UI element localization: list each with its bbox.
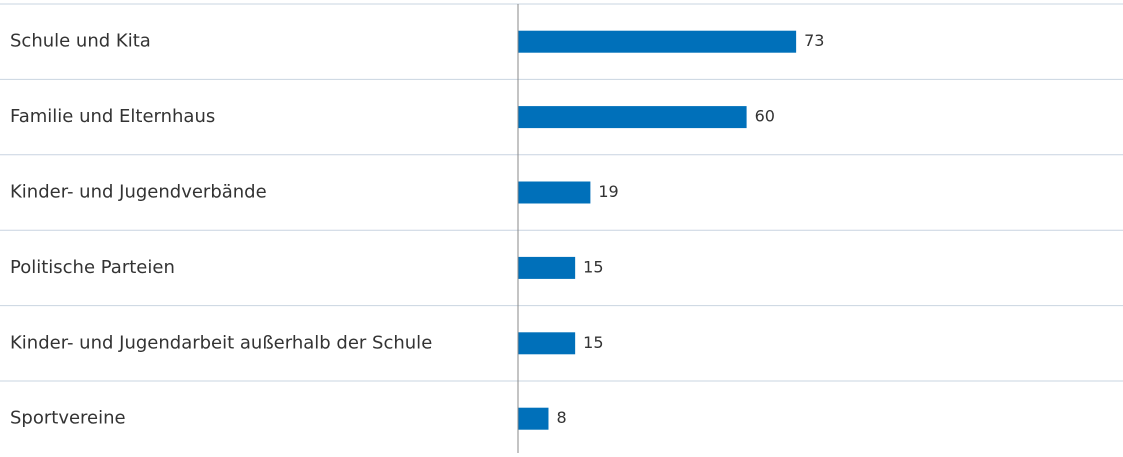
bar [518, 106, 747, 129]
bar [518, 407, 549, 430]
value-label: 15 [583, 333, 603, 352]
value-label: 60 [755, 107, 775, 126]
value-label: 8 [556, 408, 566, 427]
bar [518, 30, 797, 53]
bar [518, 256, 576, 279]
category-label: Schule und Kita [10, 31, 151, 52]
value-label: 19 [598, 182, 618, 201]
category-label: Sportvereine [10, 408, 126, 429]
value-label: 73 [804, 31, 824, 50]
category-label: Kinder- und Jugendarbeit außerhalb der S… [10, 332, 432, 353]
category-label: Familie und Elternhaus [10, 106, 215, 127]
bar [518, 181, 591, 204]
category-label: Kinder- und Jugendverbände [10, 182, 267, 203]
value-label: 15 [583, 257, 603, 276]
category-label: Politische Parteien [10, 257, 175, 278]
bar [518, 332, 576, 355]
